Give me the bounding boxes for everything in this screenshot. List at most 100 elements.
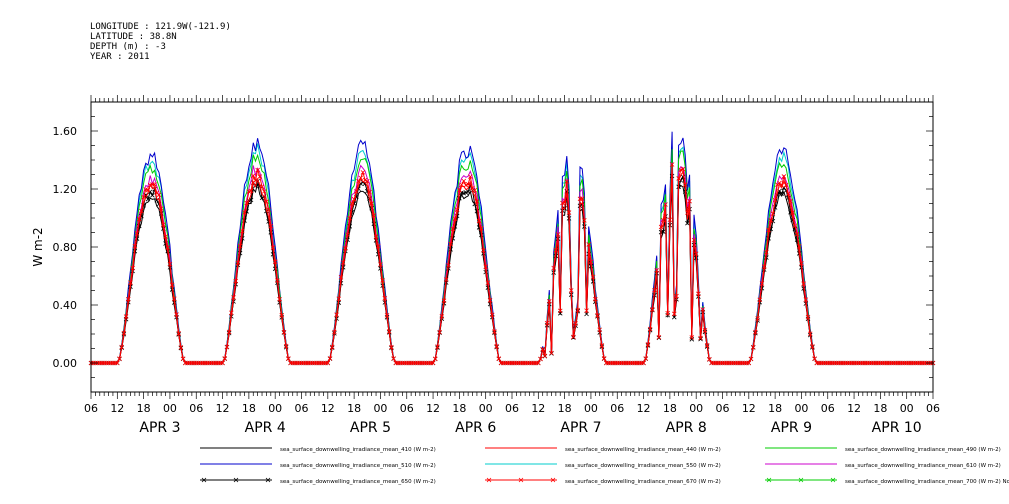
series-marker-7 <box>661 217 666 223</box>
series-marker-7 <box>671 311 677 317</box>
series-line-4 <box>91 143 933 364</box>
series-marker-7 <box>764 249 769 255</box>
x-day-label: APR 4 <box>245 420 286 436</box>
series-marker-7 <box>283 343 289 349</box>
series-marker-7 <box>553 247 559 253</box>
x-tick-label: 12 <box>847 402 861 415</box>
series-marker-6 <box>145 196 151 202</box>
series-marker-7 <box>332 329 337 335</box>
series-marker-7 <box>707 357 712 362</box>
x-tick-label: 18 <box>452 402 466 415</box>
legend-label-0: sea_surface_downwelling_irradiance_mean_… <box>280 447 436 453</box>
x-tick-label: 00 <box>163 402 177 415</box>
series-marker-6 <box>685 220 690 226</box>
series-marker-7 <box>667 217 673 223</box>
series-marker-7 <box>117 356 122 361</box>
legend-marker-6 <box>233 477 239 483</box>
series-marker-7 <box>783 182 789 188</box>
series-marker-7 <box>792 223 798 229</box>
x-tick-label: 12 <box>426 402 440 415</box>
series-marker-7 <box>799 260 804 266</box>
series-marker-7 <box>689 335 695 340</box>
series-marker-7 <box>250 173 256 179</box>
series-marker-7 <box>481 248 486 253</box>
series-marker-7 <box>766 227 771 233</box>
series-marker-7 <box>582 218 587 223</box>
longitude-label: LONGITUDE : 121.9W(-121.9) <box>90 22 231 32</box>
series-marker-7 <box>349 201 355 206</box>
series-marker-7 <box>242 210 247 215</box>
series-marker-7 <box>785 191 791 196</box>
series-marker-7 <box>645 342 651 347</box>
series-marker-7 <box>347 215 353 221</box>
x-tick-label: 06 <box>400 402 414 415</box>
series-marker-7 <box>698 335 703 341</box>
series-marker-7 <box>130 265 135 271</box>
series-marker-7 <box>810 344 815 349</box>
series-marker-7 <box>643 356 649 361</box>
x-tick-label: 12 <box>742 402 756 415</box>
series-marker-7 <box>125 296 131 302</box>
series-marker-7 <box>454 207 460 212</box>
series-marker-7 <box>367 189 372 195</box>
x-tick-label: 12 <box>531 402 545 415</box>
series-marker-7 <box>652 287 657 293</box>
legend-marker-6 <box>201 477 207 483</box>
series-marker-7 <box>566 210 572 215</box>
series-marker-7 <box>597 327 602 333</box>
x-tick-label: 00 <box>479 402 493 415</box>
series-marker-7 <box>233 278 239 284</box>
series-marker-7 <box>448 241 453 247</box>
x-tick-label: 06 <box>505 402 519 415</box>
y-tick-label: 1.20 <box>53 183 78 196</box>
series-marker-7 <box>536 360 541 366</box>
series-marker-7 <box>380 278 385 283</box>
series-marker-7 <box>178 345 184 350</box>
axes-group: 06 12 18 00 06 12 18 00 06 12 18 00 06 12 18 00 06 12 18 00… <box>31 95 940 436</box>
series-marker-7 <box>279 313 285 318</box>
x-tick-label: 18 <box>137 402 151 415</box>
series-marker-7 <box>788 198 793 204</box>
series-marker-7 <box>248 188 254 194</box>
series-marker-7 <box>165 245 171 250</box>
series-marker-6 <box>150 193 155 198</box>
series-marker-7 <box>573 321 578 326</box>
series-marker-7 <box>459 182 464 188</box>
series-marker-7 <box>647 326 653 332</box>
series-marker-7 <box>281 329 287 335</box>
series-marker-7 <box>362 177 368 183</box>
series-marker-7 <box>345 232 350 238</box>
series-marker-6 <box>671 314 677 320</box>
series-marker-7 <box>172 296 177 302</box>
series-marker-7 <box>489 312 495 318</box>
series-marker-7 <box>770 211 776 216</box>
series-marker-7 <box>586 242 592 247</box>
series-marker-7 <box>746 360 752 366</box>
series-marker-7 <box>768 218 774 223</box>
series-marker-7 <box>540 346 545 352</box>
year-label: YEAR : 2011 <box>90 52 150 62</box>
series-marker-7 <box>702 328 708 333</box>
series-marker-7 <box>158 206 164 211</box>
series-marker-7 <box>485 280 491 286</box>
x-tick-label: 18 <box>558 402 572 415</box>
series-marker-7 <box>167 261 173 267</box>
x-tick-label: 06 <box>84 402 98 415</box>
series-marker-7 <box>544 320 550 326</box>
legend-group: sea_surface_downwelling_irradiance_mean_… <box>200 447 1009 485</box>
series-marker-7 <box>663 202 668 207</box>
series-line-0 <box>91 183 933 364</box>
plot-frame <box>90 101 934 393</box>
series-marker-7 <box>492 329 497 334</box>
series-marker-7 <box>235 260 241 266</box>
x-tick-label: 00 <box>794 402 808 415</box>
series-marker-7 <box>805 314 811 320</box>
x-tick-label: 00 <box>584 402 598 415</box>
legend-marker-7 <box>550 477 556 483</box>
series-marker-7 <box>650 307 655 312</box>
series-marker-7 <box>590 274 596 280</box>
series-marker-7 <box>272 259 278 265</box>
series-marker-7 <box>334 312 339 317</box>
series-marker-7 <box>277 296 282 302</box>
